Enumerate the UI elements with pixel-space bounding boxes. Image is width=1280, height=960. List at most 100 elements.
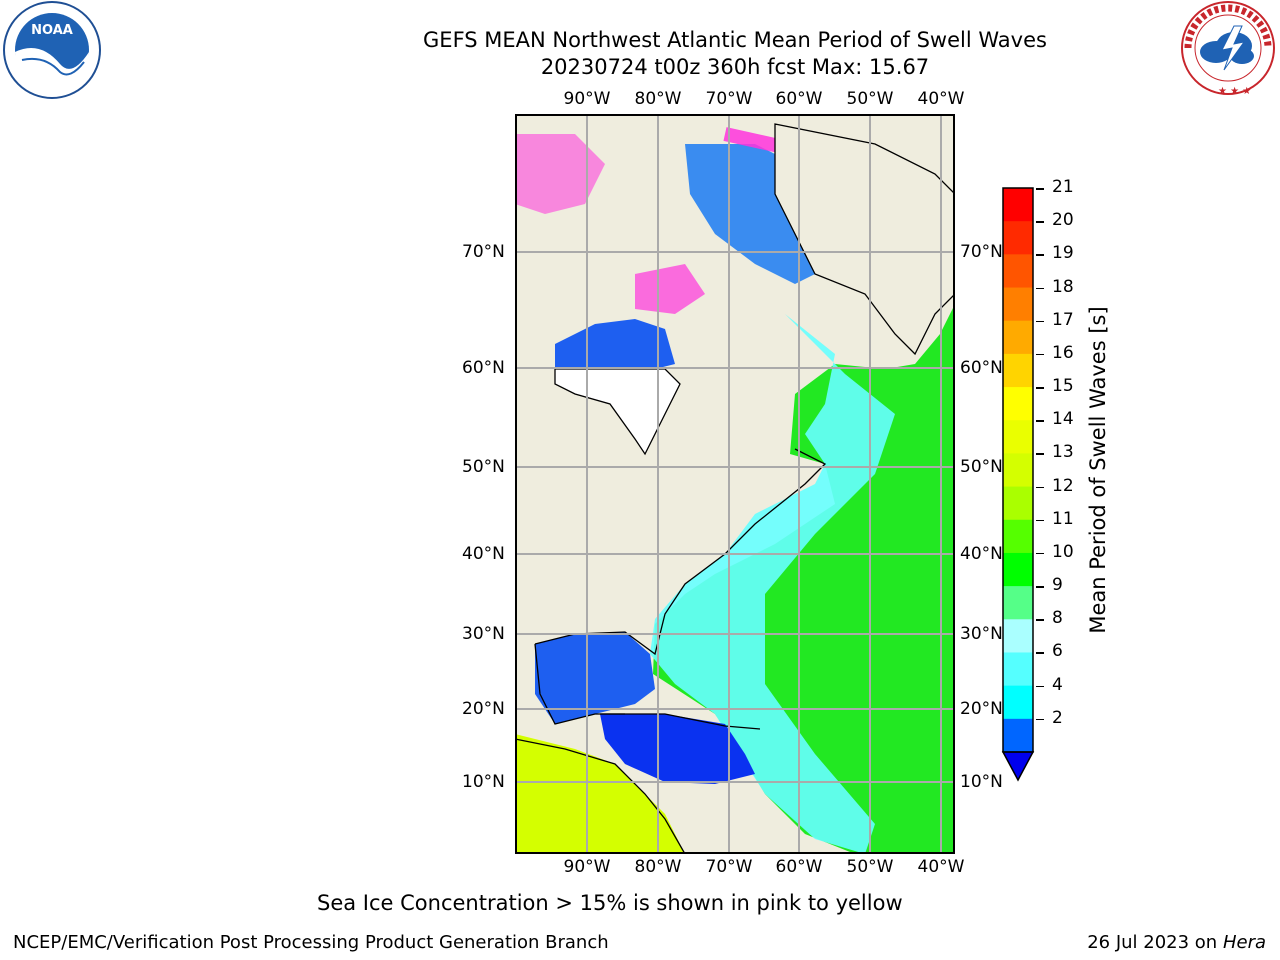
sea-ice-note: Sea Ice Concentration > 15% is shown in …	[317, 891, 903, 915]
nws-logo: ★ ★ ★	[1181, 1, 1275, 97]
map-frame	[515, 114, 955, 854]
lon-label-top: 40°W	[917, 89, 965, 109]
lat-label-right: 70°N	[960, 242, 1003, 262]
colorbar-tick-mark	[1036, 552, 1044, 555]
chart-subtitle: 20230724 t00z 360h fcst Max: 15.67	[540, 55, 930, 79]
colorbar-tick-label: 19	[1052, 243, 1074, 264]
lon-label-top: 90°W	[563, 89, 611, 109]
colorbar-tick-mark	[1036, 453, 1044, 455]
colorbar-tick-label: 4	[1052, 674, 1063, 695]
lon-label-top: 50°W	[846, 89, 894, 109]
gulf-of-mexico	[535, 632, 655, 724]
lon-label-bottom: 90°W	[563, 857, 611, 877]
colorbar-tick-mark	[1036, 320, 1044, 323]
colorbar-frame	[1002, 187, 1034, 753]
colorbar-segment	[1003, 320, 1033, 355]
colorbar-tick-label: 13	[1052, 442, 1074, 463]
lat-label-left: 30°N	[462, 624, 505, 644]
colorbar-tick-mark	[1036, 353, 1044, 356]
footer-host: Hera	[1222, 932, 1266, 953]
lat-label-right: 60°N	[960, 358, 1003, 378]
lon-label-top: 60°W	[775, 89, 823, 109]
colorbar-tick-label: 10	[1052, 541, 1074, 562]
colorbar-tick-label: 8	[1052, 608, 1063, 629]
graticule	[515, 114, 955, 854]
chart-title: GEFS MEAN Northwest Atlantic Mean Period…	[423, 28, 1047, 52]
sea-ice-foxe	[635, 264, 705, 314]
lat-label-right: 20°N	[960, 699, 1003, 719]
lon-label-bottom: 70°W	[705, 857, 753, 877]
colorbar-tick-label: 15	[1052, 376, 1074, 397]
lon-label-bottom: 60°W	[775, 857, 823, 877]
colorbar-segment	[1003, 453, 1033, 488]
colorbar-extend-arrow	[1001, 751, 1035, 782]
coastline-mexico	[534, 643, 625, 725]
sea-ice-archipelago	[515, 134, 605, 214]
colorbar-tick-label: 9	[1052, 575, 1063, 596]
lon-label-top: 80°W	[634, 89, 682, 109]
colorbar-tick-mark	[1036, 387, 1044, 389]
noaa-logo: NOAA	[3, 1, 101, 99]
colorbar-tick-mark	[1036, 652, 1044, 654]
colorbar-segment	[1003, 652, 1033, 687]
colorbar-tick-mark	[1036, 619, 1044, 621]
colorbar-segment	[1003, 387, 1033, 421]
colorbar-segment	[1003, 221, 1033, 255]
south-america-field	[515, 734, 685, 854]
colorbar	[1001, 187, 1035, 782]
colorbar-tick-mark	[1036, 685, 1044, 688]
colorbar-tick-label: 16	[1052, 342, 1074, 363]
colorbar-segment	[1003, 353, 1033, 388]
lat-label-left: 50°N	[462, 457, 505, 477]
noaa-logo-text: NOAA	[31, 23, 73, 38]
colorbar-tick-mark	[1036, 486, 1044, 489]
colorbar-tick-mark	[1036, 420, 1044, 422]
colorbar-segment	[1003, 188, 1033, 222]
colorbar-tick-label: 6	[1052, 641, 1063, 662]
lat-label-left: 10°N	[462, 772, 505, 792]
greenland	[774, 123, 955, 356]
colorbar-tick-mark	[1036, 188, 1044, 190]
coastline-antilles	[600, 713, 761, 730]
coastline-us	[534, 448, 827, 656]
colorbar-tick-mark	[1036, 221, 1044, 223]
footer-credit: NCEP/EMC/Verification Post Processing Pr…	[13, 932, 609, 953]
hudson-bay	[555, 319, 675, 369]
colorbar-segment	[1003, 519, 1033, 554]
lat-label-right: 10°N	[960, 772, 1003, 792]
caribbean-sea	[600, 714, 755, 784]
colorbar-segment	[1003, 287, 1033, 322]
colorbar-tick-mark	[1036, 519, 1044, 522]
ocean-mid-period	[650, 314, 895, 854]
lat-label-left: 70°N	[462, 242, 505, 262]
lon-label-bottom: 40°W	[917, 857, 965, 877]
lat-label-right: 50°N	[960, 457, 1003, 477]
colorbar-segment	[1003, 486, 1033, 521]
colorbar-segment	[1003, 619, 1033, 653]
footer-date-text: 26 Jul 2023 on	[1087, 932, 1223, 953]
lon-label-bottom: 80°W	[634, 857, 682, 877]
colorbar-segment	[1003, 586, 1033, 620]
colorbar-segment	[1003, 718, 1033, 753]
lat-label-right: 30°N	[960, 624, 1003, 644]
colorbar-segment	[1003, 685, 1033, 720]
colorbar-segment	[1003, 254, 1033, 289]
colorbar-tick-label: 21	[1052, 177, 1074, 197]
colorbar-tick-label: 14	[1052, 409, 1074, 430]
swell-period-map	[515, 114, 955, 854]
colorbar-segment	[1003, 420, 1033, 454]
colorbar-tick-label: 2	[1052, 707, 1063, 728]
colorbar-tick-label: 20	[1052, 210, 1074, 231]
colorbar-segment	[1003, 552, 1033, 587]
colorbar-tick-mark	[1036, 586, 1044, 588]
lat-label-left: 40°N	[462, 544, 505, 564]
colorbar-label: Mean Period of Swell Waves [s]	[1086, 306, 1110, 634]
footer-date: 26 Jul 2023 on Hera	[1087, 932, 1266, 953]
lat-label-right: 40°N	[960, 544, 1003, 564]
lon-label-bottom: 50°W	[846, 857, 894, 877]
colorbar-tick-mark	[1036, 254, 1044, 256]
colorbar-tick-mark	[1036, 718, 1044, 721]
colorbar-tick-label: 18	[1052, 276, 1074, 297]
lat-label-left: 60°N	[462, 358, 505, 378]
colorbar-tick-mark	[1036, 287, 1044, 290]
